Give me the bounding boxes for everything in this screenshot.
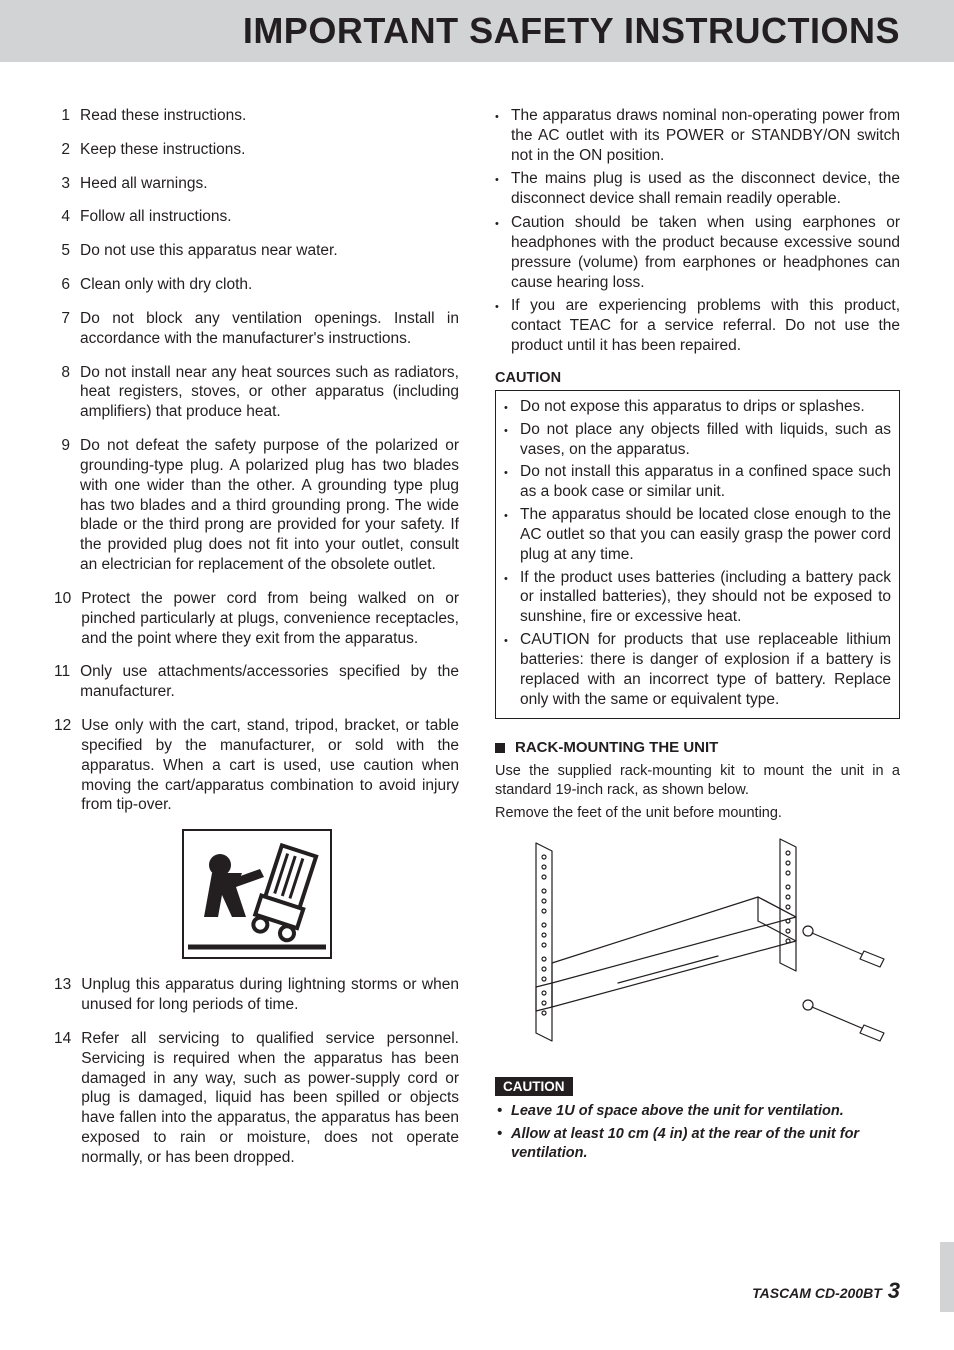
instruction-item: 2Keep these instructions. (54, 140, 459, 160)
item-text: Do not defeat the safety purpose of the … (80, 436, 459, 575)
numbered-instructions: 1Read these instructions. 2Keep these in… (54, 106, 459, 815)
bullet-item: Do not place any objects filled with liq… (504, 420, 891, 460)
bullet-item: The mains plug is used as the disconnect… (495, 169, 900, 209)
instruction-item: 7Do not block any ventilation openings. … (54, 309, 459, 349)
rack-heading: RACK-MOUNTING THE UNIT (495, 739, 900, 756)
instruction-item: 6Clean only with dry cloth. (54, 275, 459, 295)
rack-mount-icon (508, 833, 888, 1063)
instruction-item: 13Unplug this apparatus during lightning… (54, 975, 459, 1015)
bullet-item: The apparatus should be located close en… (504, 505, 891, 564)
page-footer: TASCAM CD-200BT 3 (752, 1278, 900, 1304)
item-number: 6 (54, 275, 80, 295)
instruction-item: 8Do not install near any heat sources su… (54, 363, 459, 422)
instruction-item: 11Only use attachments/accessories speci… (54, 662, 459, 702)
bullet-text: CAUTION for products that use replaceabl… (520, 630, 891, 709)
title-bar: IMPORTANT SAFETY INSTRUCTIONS (0, 0, 954, 62)
caution-ventilation-list: Leave 1U of space above the unit for ven… (495, 1102, 900, 1163)
bullet-item: Do not expose this apparatus to drips or… (504, 397, 891, 417)
right-bullets: The apparatus draws nominal non-operatin… (495, 106, 900, 356)
bullet-text: If the product uses batteries (including… (520, 568, 891, 627)
bullet-text: If you are experiencing problems with th… (511, 296, 900, 355)
left-column: 1Read these instructions. 2Keep these in… (54, 106, 459, 1182)
bullet-item: CAUTION for products that use replaceabl… (504, 630, 891, 709)
item-text: Heed all warnings. (80, 174, 459, 194)
item-text: Do not install near any heat sources suc… (80, 363, 459, 422)
caution-pill: CAUTION (495, 1077, 573, 1096)
instruction-item: 10Protect the power cord from being walk… (54, 589, 459, 648)
caution-heading: CAUTION (495, 370, 900, 386)
caution-box: Do not expose this apparatus to drips or… (495, 390, 900, 719)
item-text: Unplug this apparatus during lightning s… (81, 975, 459, 1015)
instruction-item: 9Do not defeat the safety purpose of the… (54, 436, 459, 575)
square-bullet-icon (495, 743, 505, 753)
item-text: Clean only with dry cloth. (80, 275, 459, 295)
caution-bullet: Allow at least 10 cm (4 in) at the rear … (497, 1125, 900, 1163)
bullet-text: The apparatus should be located close en… (520, 505, 891, 564)
bullet-text: Do not expose this apparatus to drips or… (520, 397, 891, 417)
instruction-item: 1Read these instructions. (54, 106, 459, 126)
item-number: 13 (54, 975, 81, 1015)
page-title: IMPORTANT SAFETY INSTRUCTIONS (243, 10, 900, 52)
item-number: 5 (54, 241, 80, 261)
rack-heading-label: RACK-MOUNTING THE UNIT (515, 739, 718, 756)
item-number: 14 (54, 1029, 81, 1168)
item-text: Do not use this apparatus near water. (80, 241, 459, 261)
tipover-figure (54, 829, 459, 959)
item-text: Do not block any ventilation openings. I… (80, 309, 459, 349)
item-number: 2 (54, 140, 80, 160)
instruction-item: 12Use only with the cart, stand, tripod,… (54, 716, 459, 815)
item-text: Follow all instructions. (80, 207, 459, 227)
item-text: Use only with the cart, stand, tripod, b… (81, 716, 459, 815)
instruction-item: 3Heed all warnings. (54, 174, 459, 194)
item-text: Only use attachments/accessories specifi… (80, 662, 459, 702)
cart-tipover-icon (182, 829, 332, 959)
bullet-item: The apparatus draws nominal non-operatin… (495, 106, 900, 165)
numbered-instructions-cont: 13Unplug this apparatus during lightning… (54, 975, 459, 1167)
footer-page-number: 3 (888, 1278, 900, 1304)
item-text: Protect the power cord from being walked… (81, 589, 459, 648)
bullet-text: The apparatus draws nominal non-operatin… (511, 106, 900, 165)
instruction-item: 5Do not use this apparatus near water. (54, 241, 459, 261)
right-column: The apparatus draws nominal non-operatin… (495, 106, 900, 1182)
footer-product: TASCAM CD-200BT (752, 1285, 882, 1301)
instruction-item: 14Refer all servicing to qualified servi… (54, 1029, 459, 1168)
edge-tab (940, 1242, 954, 1312)
bullet-item: Do not install this apparatus in a confi… (504, 462, 891, 502)
item-number: 4 (54, 207, 80, 227)
content-columns: 1Read these instructions. 2Keep these in… (0, 62, 954, 1182)
bullet-item: If you are experiencing problems with th… (495, 296, 900, 355)
rack-figure (495, 833, 900, 1063)
caution-bullet-text: Allow at least 10 cm (4 in) at the rear … (511, 1125, 900, 1163)
item-number: 3 (54, 174, 80, 194)
bullet-text: Do not place any objects filled with liq… (520, 420, 891, 460)
bullet-text: Do not install this apparatus in a confi… (520, 462, 891, 502)
item-text: Keep these instructions. (80, 140, 459, 160)
page: IMPORTANT SAFETY INSTRUCTIONS 1Read thes… (0, 0, 954, 1350)
bullet-text: The mains plug is used as the disconnect… (511, 169, 900, 209)
caution-bullet-text: Leave 1U of space above the unit for ven… (511, 1102, 900, 1121)
rack-intro-2: Remove the feet of the unit before mount… (495, 804, 900, 823)
instruction-item: 4Follow all instructions. (54, 207, 459, 227)
item-number: 12 (54, 716, 81, 815)
item-number: 1 (54, 106, 80, 126)
item-number: 9 (54, 436, 80, 575)
item-number: 7 (54, 309, 80, 349)
item-text: Refer all servicing to qualified service… (81, 1029, 459, 1168)
caution-bullets: Do not expose this apparatus to drips or… (504, 397, 891, 709)
item-number: 11 (54, 662, 80, 702)
caution-bullet: Leave 1U of space above the unit for ven… (497, 1102, 900, 1121)
item-number: 8 (54, 363, 80, 422)
bullet-item: If the product uses batteries (including… (504, 568, 891, 627)
rack-intro-1: Use the supplied rack-mounting kit to mo… (495, 762, 900, 800)
bullet-text: Caution should be taken when using earph… (511, 213, 900, 292)
bullet-item: Caution should be taken when using earph… (495, 213, 900, 292)
item-number: 10 (54, 589, 81, 648)
item-text: Read these instructions. (80, 106, 459, 126)
